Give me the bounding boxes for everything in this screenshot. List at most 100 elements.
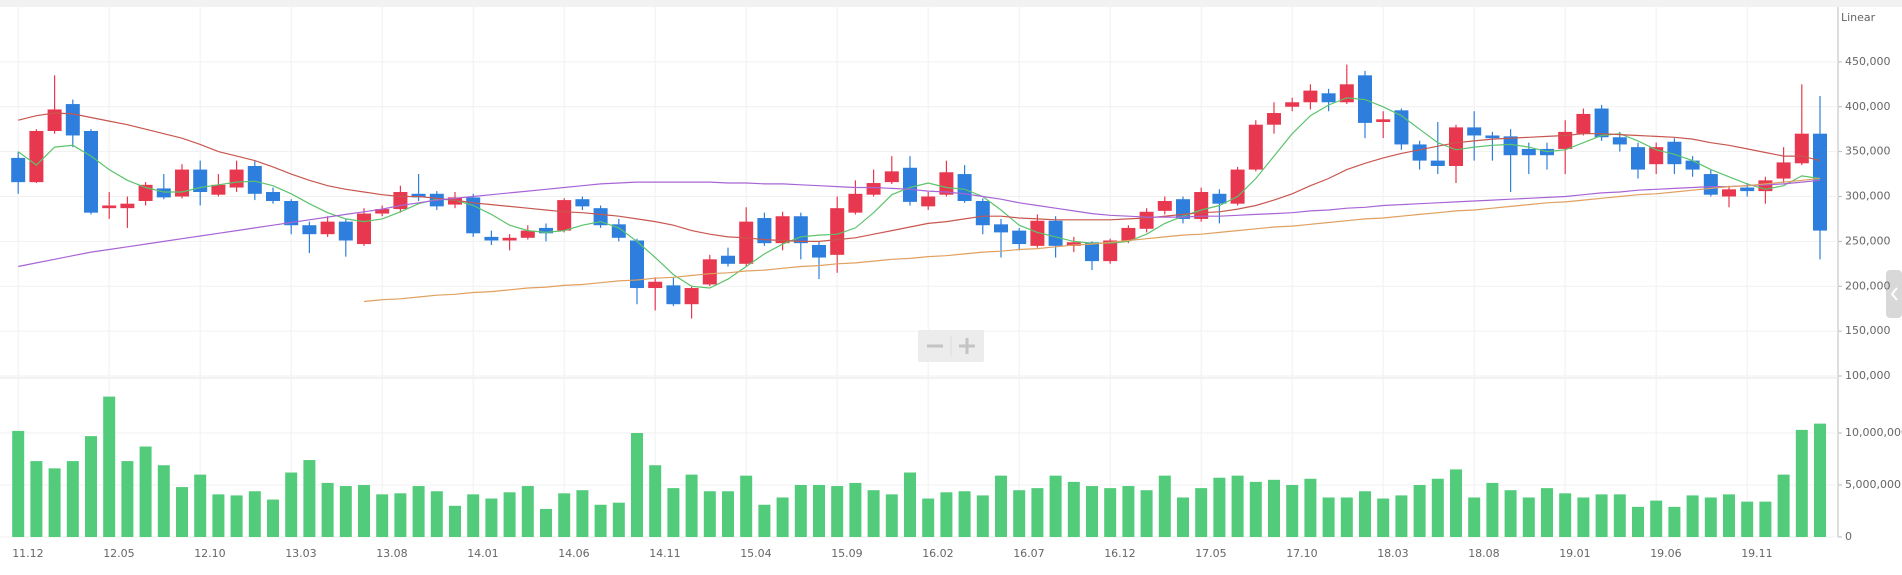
candle-body [884, 171, 899, 183]
x-tick-label: 14.11 [649, 547, 681, 560]
candle-body [1740, 187, 1755, 192]
x-tick-label: 16.02 [922, 547, 954, 560]
moving-average-line [17, 97, 1821, 289]
volume-bar [1213, 477, 1226, 537]
side-tab[interactable] [1886, 270, 1902, 318]
volume-bar [30, 461, 43, 537]
candle-body [812, 244, 826, 258]
volume-bar [103, 396, 116, 537]
candle-body [1703, 174, 1718, 195]
x-tick-label: 15.09 [831, 547, 863, 560]
y-tick-label: 150,000 [1845, 324, 1891, 337]
y-tick-label: 250,000 [1845, 234, 1891, 247]
candle-body [1412, 144, 1427, 161]
volume-bar [940, 492, 953, 537]
candle-body [1485, 135, 1500, 139]
candle-body [648, 281, 663, 289]
candle-body [211, 184, 226, 195]
candle-body [1594, 108, 1609, 138]
candle-body [939, 172, 954, 195]
candle-body [575, 199, 590, 207]
candle-body [921, 196, 936, 207]
volume-bar [794, 485, 807, 537]
candle-body [557, 200, 572, 231]
volume-bar [922, 498, 935, 537]
volume-bar [667, 488, 680, 537]
candle-body [65, 104, 80, 136]
candle-body [593, 208, 608, 226]
candle-body [775, 216, 790, 244]
candle-body [1503, 136, 1518, 156]
volume-bar [1395, 495, 1408, 537]
volume-bar [1286, 485, 1299, 537]
volume-bar [394, 493, 407, 537]
candle-body [702, 259, 717, 285]
y-tick-label: 200,000 [1845, 279, 1891, 292]
volume-bar [66, 461, 79, 537]
volume-bar [1741, 501, 1754, 537]
volume-bar [631, 433, 643, 537]
candle-body [102, 205, 117, 209]
volume-bar [1122, 486, 1135, 537]
volume-bar [248, 491, 261, 537]
y-tick-label: 10,000,000 [1845, 426, 1902, 439]
volume-bar [612, 502, 625, 537]
candle-body [247, 165, 262, 194]
volume-bar [230, 495, 243, 537]
candle-body [1521, 148, 1536, 156]
volume-bar [1686, 495, 1699, 537]
x-tick-label: 11.12 [12, 547, 44, 560]
volume-bar [758, 504, 771, 537]
moving-average-line [363, 177, 1821, 303]
candle-body [1285, 102, 1300, 107]
x-tick-label: 14.06 [558, 547, 590, 560]
candle-body [29, 130, 44, 183]
candle-body [1012, 230, 1027, 245]
volume-bar [285, 472, 298, 537]
volume-bar [358, 485, 370, 537]
volume-bar [1304, 478, 1317, 537]
x-tick-label: 14.01 [467, 547, 499, 560]
volume-bar [1814, 423, 1826, 537]
volume-bar [1704, 497, 1717, 537]
volume-bar [376, 494, 389, 537]
volume-bar [1086, 486, 1098, 537]
candle-body [520, 230, 535, 238]
volume-bar [1268, 479, 1280, 537]
volume-bar [594, 504, 607, 537]
volume-bar [831, 486, 844, 537]
x-tick-label: 16.07 [1013, 547, 1044, 560]
volume-bar [1668, 506, 1681, 537]
volume-bar [1759, 501, 1772, 537]
volume-bar [867, 490, 880, 537]
candle-body [1576, 113, 1591, 134]
volume-bar [1595, 494, 1608, 537]
volume-bar [1158, 475, 1171, 537]
volume-bar [430, 491, 443, 537]
candle-body [47, 109, 62, 131]
volume-bar [1195, 488, 1208, 537]
moving-average-line [18, 179, 1821, 268]
candle-body [1776, 162, 1791, 179]
candle-body [1157, 200, 1172, 211]
volume-bar [885, 494, 898, 537]
candle-body [866, 183, 881, 195]
candle-body [1212, 193, 1227, 204]
volume-bar [1177, 497, 1189, 537]
volume-bar [267, 499, 279, 537]
candle-body [848, 193, 863, 213]
candle-body [1248, 124, 1263, 170]
candle-body [484, 236, 499, 241]
volume-bar [649, 465, 662, 537]
candle-body [1758, 180, 1773, 192]
candle-body [302, 225, 317, 235]
candle-body [266, 192, 280, 201]
volume-bar [1031, 488, 1044, 537]
candle-body [1194, 192, 1209, 219]
volume-bar [48, 468, 61, 537]
volume-bar [139, 446, 152, 537]
candle-body [684, 288, 699, 305]
volume-bar [813, 485, 825, 537]
volume-bar [1559, 493, 1572, 537]
